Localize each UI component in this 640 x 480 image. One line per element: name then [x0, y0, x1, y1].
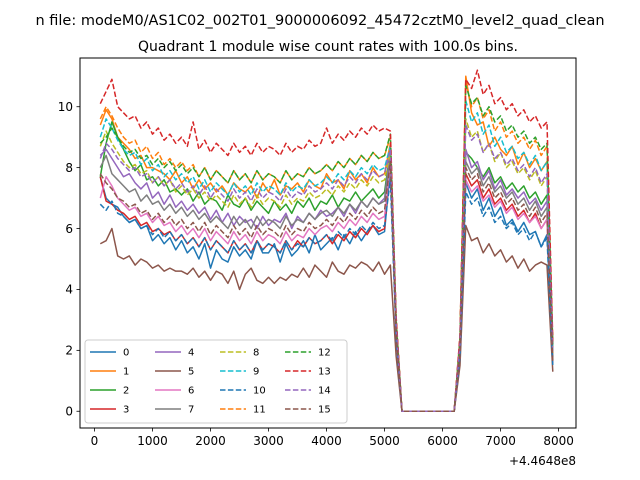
legend-label-12: 12	[318, 348, 331, 359]
series-line-13	[99, 69, 554, 412]
legend-label-10: 10	[253, 386, 266, 397]
legend-label-4: 4	[188, 348, 194, 359]
y-tick-label: 4	[65, 283, 73, 297]
legend-label-11: 11	[253, 405, 266, 416]
series-line-5	[99, 224, 554, 412]
y-tick-label: 2	[65, 344, 73, 358]
y-tick-label: 6	[65, 222, 73, 236]
legend-label-14: 14	[318, 386, 331, 397]
series-line-6	[99, 163, 554, 412]
legend-label-5: 5	[188, 367, 194, 378]
series-line-0	[99, 166, 554, 412]
axes-frame	[79, 57, 577, 429]
series-line-10	[99, 179, 554, 412]
legend-label-9: 9	[253, 367, 259, 378]
x-tick-label: 1000	[137, 434, 168, 448]
x-tick-label: 8000	[543, 434, 574, 448]
series-line-9	[99, 99, 554, 412]
legend-label-0: 0	[123, 348, 129, 359]
x-tick-label: 4000	[311, 434, 342, 448]
figure-suptitle: n file: modeM0/AS1C02_002T01_9000006092_…	[35, 13, 604, 29]
legend-label-7: 7	[188, 405, 194, 416]
x-tick-label: 5000	[369, 434, 400, 448]
chart-title: Quadrant 1 module wise count rates with …	[138, 39, 518, 55]
legend-label-13: 13	[318, 367, 331, 378]
y-tick-label: 8	[65, 161, 73, 175]
legend-box	[84, 339, 348, 424]
series-layer	[99, 69, 554, 412]
x-offset-label: +4.4648e8	[509, 454, 576, 468]
legend-label-6: 6	[188, 386, 194, 397]
y-tick-label: 10	[58, 100, 73, 114]
x-tick-label: 6000	[427, 434, 458, 448]
y-tick-label: 0	[65, 405, 73, 419]
x-axis-ticks: 0 1000 2000 3000 4000 5000 6000 7000 8000	[91, 428, 574, 448]
plot-area: 0 1000 2000 3000 4000 5000 6000 7000 8000 0 2 4 6 8 1…	[58, 57, 577, 468]
series-line-7	[99, 154, 554, 412]
series-line-15	[99, 160, 554, 412]
legend-label-2: 2	[123, 386, 129, 397]
x-tick-label: 3000	[253, 434, 284, 448]
legend-label-3: 3	[123, 405, 129, 416]
x-tick-label: 2000	[195, 434, 226, 448]
series-line-4	[99, 148, 554, 412]
series-line-14	[99, 124, 554, 412]
y-axis-ticks: 0 2 4 6 8 10	[58, 100, 80, 419]
series-line-12	[99, 84, 554, 412]
series-line-8	[99, 118, 554, 412]
legend-label-1: 1	[123, 367, 129, 378]
legend-label-8: 8	[253, 348, 259, 359]
x-tick-label: 0	[91, 434, 99, 448]
legend-label-15: 15	[318, 405, 331, 416]
series-line-11	[99, 81, 554, 412]
x-tick-label: 7000	[485, 434, 516, 448]
